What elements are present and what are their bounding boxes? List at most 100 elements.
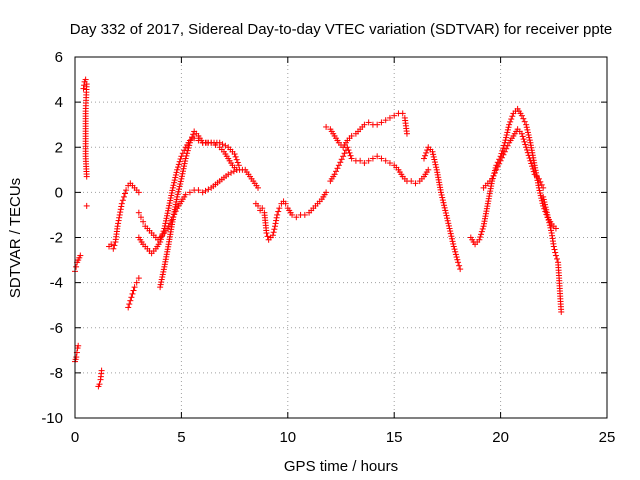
data-point-fill (130, 287, 137, 294)
data-point-fill (494, 163, 501, 170)
data-point-fill (543, 206, 550, 213)
data-point-fill (537, 178, 544, 185)
data-point (382, 157, 389, 164)
data-point-fill (505, 124, 512, 131)
data-point (476, 236, 483, 243)
data-point-fill (431, 159, 438, 166)
data-point-fill (169, 187, 176, 194)
data-point-fill (525, 132, 532, 139)
data-point-fill (478, 231, 485, 238)
data-point-fill (183, 152, 190, 159)
data-point-fill (184, 147, 191, 154)
data-point-fill (504, 129, 511, 136)
data-point-fill (447, 228, 454, 235)
data-point-fill (273, 214, 280, 221)
data-point-fill (115, 217, 122, 224)
data-point-fill (448, 235, 455, 242)
data-point (399, 110, 406, 117)
data-point-fill (552, 249, 559, 256)
data-point-fill (522, 141, 529, 148)
data-point (96, 381, 103, 388)
data-point-fill (159, 271, 166, 278)
data-point-fill (174, 164, 181, 171)
data-point-fill (491, 169, 498, 176)
data-point-fill (490, 172, 497, 179)
data-point-fill (167, 195, 174, 202)
data-point (133, 279, 140, 286)
data-point-fill (432, 161, 439, 168)
data-point (263, 229, 270, 236)
data-point (195, 187, 202, 194)
data-point-fill (228, 169, 235, 176)
data-point-fill (540, 196, 547, 203)
data-point-fill (520, 115, 527, 122)
data-point (82, 76, 89, 83)
x-axis-label: GPS time / hours (284, 458, 398, 475)
data-point-fill (499, 147, 506, 154)
data-point (208, 139, 215, 146)
data-point-fill (275, 208, 282, 215)
data-point (348, 132, 355, 139)
data-point-fill (504, 126, 511, 133)
data-point-fill (158, 276, 165, 283)
data-point (83, 173, 90, 180)
data-point (374, 121, 381, 128)
data-point-fill (478, 228, 485, 235)
data-point-fill (186, 142, 193, 149)
data-point-fill (448, 233, 455, 240)
data-point (108, 241, 115, 248)
data-point-fill (546, 222, 553, 229)
data-point-fill (439, 197, 446, 204)
data-point (233, 166, 240, 173)
data-point-fill (524, 126, 531, 133)
data-point (293, 214, 300, 221)
axis-ticks: 0 5 10 15 20 25 -10 -8 -6 -4 -2 0 2 4 6 (41, 49, 615, 446)
data-point-fill (442, 210, 449, 217)
data-point-fill (347, 152, 354, 159)
data-point-fill (519, 133, 526, 140)
data-point (116, 211, 123, 218)
data-point (231, 151, 238, 158)
data-point-fill (157, 281, 164, 288)
data-point (127, 297, 134, 304)
data-point-fill (272, 220, 279, 227)
data-point-fill (444, 217, 451, 224)
data-point (331, 171, 338, 178)
data-point (98, 367, 105, 374)
chart-title: Day 332 of 2017, Sidereal Day-to-day VTE… (70, 21, 612, 38)
data-point (374, 153, 381, 160)
data-point (527, 157, 534, 164)
data-point (446, 225, 453, 232)
data-point (518, 130, 525, 137)
data-point (272, 223, 279, 230)
data-point-fill (528, 160, 535, 167)
data-point-fill (182, 158, 189, 165)
data-point (425, 166, 432, 173)
data-point (497, 157, 504, 164)
data-point (348, 155, 355, 162)
y-tick-label: -2 (50, 230, 63, 247)
data-point-fill (175, 188, 182, 195)
data-point-fill (500, 145, 507, 152)
data-point-fill (547, 224, 554, 231)
data-point-fill (163, 215, 170, 222)
data-point-fill (523, 124, 530, 131)
data-point-fill (538, 181, 545, 188)
data-point (357, 157, 364, 164)
data-point-fill (508, 116, 515, 123)
y-tick-label: 2 (55, 139, 63, 156)
data-point-fill (545, 214, 552, 221)
y-tick-label: -8 (50, 365, 63, 382)
data-point-fill (164, 212, 171, 219)
data-point-fill (172, 171, 179, 178)
data-point-fill (167, 197, 174, 204)
data-point (125, 304, 132, 311)
data-point (289, 211, 296, 218)
data-point (178, 175, 185, 182)
data-point (114, 223, 121, 230)
data-point-fill (234, 159, 241, 166)
data-point (282, 200, 289, 207)
data-point (442, 207, 449, 214)
data-point-fill (119, 197, 126, 204)
data-point-fill (118, 203, 125, 210)
